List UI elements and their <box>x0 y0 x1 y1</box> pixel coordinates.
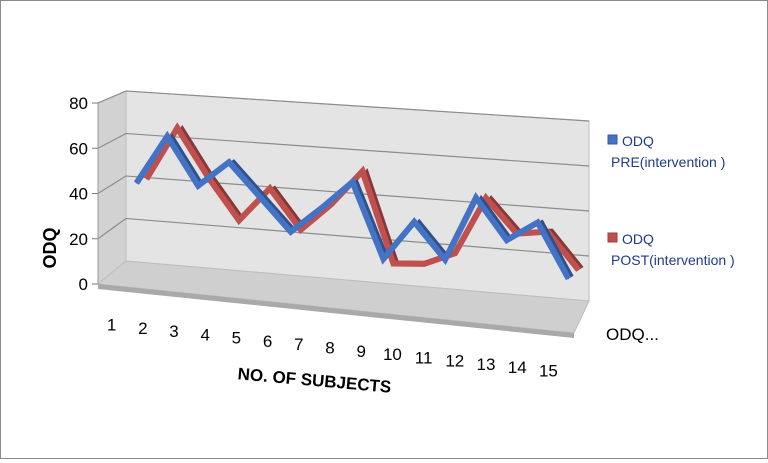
x-tick-label: 5 <box>232 329 241 348</box>
data-point <box>568 278 570 280</box>
y-tick-label: 80 <box>69 94 88 113</box>
depth-axis-label: ODQ... <box>606 325 659 344</box>
data-point <box>197 185 199 187</box>
data-point <box>321 207 323 209</box>
gridline-side <box>97 218 127 240</box>
chart-floor-front-edge <box>98 284 574 338</box>
data-point <box>259 196 261 198</box>
data-point <box>176 127 178 129</box>
y-tick-label: 0 <box>79 275 88 294</box>
series-line <box>133 130 574 281</box>
data-point <box>228 161 230 163</box>
legend-swatch <box>607 134 618 145</box>
data-point <box>423 263 425 265</box>
legend-label: POST(intervention ) <box>611 252 735 268</box>
gridline <box>125 217 590 257</box>
data-point <box>290 231 292 233</box>
y-tick-label: 20 <box>69 230 88 249</box>
y-axis: 0 20 40 60 80 <box>69 94 99 294</box>
gridline-side <box>97 90 127 104</box>
legend-label: ODQ <box>622 231 654 247</box>
data-point <box>382 258 384 260</box>
gridline-side <box>97 132 127 149</box>
data-point <box>444 259 446 261</box>
x-tick-label: 7 <box>294 335 303 354</box>
gridline <box>125 132 590 167</box>
data-point <box>578 269 580 271</box>
gridline-side <box>97 175 127 195</box>
series-line-depth <box>146 124 584 270</box>
x-tick-label: 8 <box>325 339 334 358</box>
chart-side-wall <box>97 90 127 286</box>
data-point <box>454 252 456 254</box>
x-tick-label: 14 <box>508 358 527 377</box>
data-point <box>537 221 539 223</box>
x-tick-label: 10 <box>383 345 402 364</box>
data-point <box>485 197 487 199</box>
gridlines <box>97 90 590 257</box>
data-point <box>413 221 415 223</box>
data-point <box>352 181 353 183</box>
legend-label: ODQ <box>622 133 654 149</box>
x-tick-label: 6 <box>263 332 272 351</box>
series-line-depth <box>136 133 574 279</box>
data-point <box>135 182 137 184</box>
x-tick-label: 4 <box>200 325 209 344</box>
y-tick-label: 60 <box>69 139 88 158</box>
legend-swatch <box>607 232 618 243</box>
y-tick-label: 40 <box>69 185 88 204</box>
chart-floor <box>96 260 590 334</box>
data-point <box>300 229 302 231</box>
gridline <box>125 90 590 122</box>
data-point <box>269 187 271 189</box>
legend: ODQ PRE(intervention ) ODQ POST(interventio… <box>607 133 735 268</box>
x-tick-label: 1 <box>107 316 116 335</box>
data-point <box>475 197 477 199</box>
x-tick-label: 2 <box>138 319 147 338</box>
data-point <box>362 170 363 172</box>
data-point <box>392 263 394 265</box>
y-axis-title: ODQ <box>40 227 60 268</box>
x-tick-label: 9 <box>356 342 365 361</box>
x-axis: 1 2 3 4 5 6 7 8 9 10 11 12 13 14 15 <box>107 316 558 381</box>
data-point <box>238 219 240 221</box>
legend-label: PRE(intervention ) <box>611 154 725 170</box>
x-tick-label: 3 <box>169 322 178 341</box>
x-tick-label: 15 <box>539 361 558 380</box>
x-tick-label: 13 <box>477 355 496 374</box>
x-tick-label: 11 <box>415 348 433 367</box>
x-tick-label: 12 <box>445 352 464 371</box>
data-point <box>166 135 168 137</box>
x-axis-title: NO. OF SUBJECTS <box>237 364 392 396</box>
data-point <box>506 239 508 241</box>
data-point <box>145 178 147 180</box>
series-layer <box>133 122 584 281</box>
